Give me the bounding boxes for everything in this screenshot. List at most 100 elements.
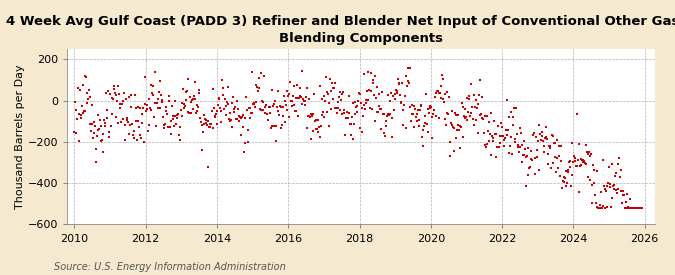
Point — [110, 115, 121, 119]
Point — [230, 117, 241, 121]
Point — [90, 160, 101, 164]
Point — [98, 132, 109, 136]
Point — [328, 85, 339, 90]
Point — [469, 93, 480, 98]
Point — [170, 99, 181, 103]
Point — [295, 86, 306, 90]
Point — [286, 99, 296, 103]
Point — [232, 116, 242, 121]
Point — [132, 119, 143, 123]
Point — [157, 98, 167, 102]
Point — [362, 70, 373, 74]
Point — [308, 92, 319, 96]
Point — [489, 119, 500, 123]
Point — [225, 118, 236, 122]
Point — [460, 106, 470, 111]
Point — [389, 91, 400, 96]
Point — [302, 113, 313, 118]
Point — [119, 91, 130, 96]
Point — [230, 105, 240, 109]
Point — [273, 89, 284, 94]
Point — [238, 112, 249, 117]
Point — [191, 109, 202, 113]
Point — [86, 122, 97, 127]
Point — [451, 112, 462, 117]
Point — [357, 130, 368, 134]
Point — [588, 163, 599, 167]
Point — [450, 136, 461, 140]
Point — [294, 94, 305, 98]
Point — [373, 109, 383, 114]
Point — [632, 206, 643, 210]
Point — [375, 126, 386, 131]
Point — [315, 135, 326, 139]
Point — [218, 92, 229, 97]
Point — [71, 131, 82, 135]
Point — [554, 144, 565, 148]
Point — [441, 111, 452, 115]
Point — [179, 102, 190, 107]
Point — [123, 120, 134, 125]
Point — [475, 78, 485, 82]
Point — [543, 144, 554, 148]
Point — [146, 108, 157, 112]
Point — [85, 95, 96, 99]
Point — [396, 100, 406, 104]
Point — [310, 117, 321, 122]
Point — [483, 139, 494, 143]
Point — [239, 150, 250, 154]
Point — [305, 137, 316, 141]
Point — [551, 170, 562, 174]
Point — [193, 88, 204, 93]
Point — [317, 97, 328, 101]
Point — [377, 112, 388, 116]
Point — [169, 123, 180, 128]
Point — [240, 141, 250, 145]
Point — [467, 104, 478, 109]
Point — [136, 112, 147, 116]
Point — [359, 103, 370, 107]
Point — [601, 189, 612, 193]
Point — [441, 123, 452, 127]
Point — [306, 111, 317, 116]
Point — [298, 97, 308, 102]
Point — [534, 123, 545, 128]
Point — [518, 153, 529, 157]
Point — [565, 159, 576, 163]
Point — [498, 144, 509, 148]
Point — [130, 92, 140, 97]
Point — [366, 89, 377, 94]
Point — [460, 115, 471, 119]
Point — [491, 132, 502, 137]
Point — [378, 112, 389, 116]
Point — [616, 167, 626, 172]
Point — [341, 116, 352, 120]
Point — [452, 113, 463, 117]
Point — [344, 94, 354, 98]
Point — [435, 90, 446, 95]
Point — [265, 126, 276, 130]
Point — [633, 206, 644, 210]
Point — [434, 116, 445, 120]
Point — [526, 158, 537, 163]
Point — [231, 98, 242, 103]
Point — [566, 172, 577, 177]
Point — [320, 99, 331, 103]
Point — [326, 107, 337, 111]
Point — [413, 118, 424, 122]
Point — [134, 106, 145, 110]
Point — [573, 189, 584, 194]
Point — [572, 158, 583, 163]
Point — [82, 100, 93, 105]
Point — [226, 101, 237, 105]
Point — [507, 152, 518, 156]
Point — [472, 131, 483, 135]
Point — [192, 105, 203, 109]
Point — [102, 107, 113, 112]
Point — [250, 83, 261, 87]
Point — [194, 90, 205, 95]
Point — [298, 99, 309, 103]
Point — [608, 186, 619, 191]
Point — [592, 205, 603, 210]
Point — [101, 116, 112, 121]
